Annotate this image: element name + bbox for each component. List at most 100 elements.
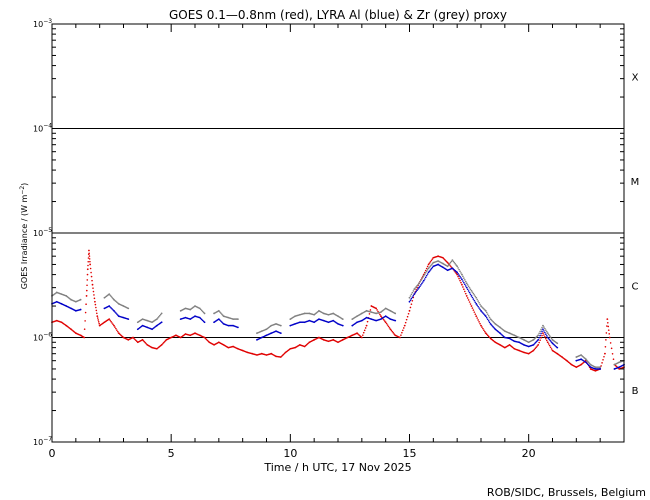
- data-point: [449, 261, 452, 264]
- data-point: [603, 355, 605, 358]
- data-point: [475, 296, 478, 299]
- data-point: [476, 317, 478, 319]
- data-point: [94, 300, 96, 303]
- data-point: [461, 283, 463, 286]
- data-point: [426, 268, 429, 271]
- data-point: [486, 313, 489, 315]
- data-point: [469, 293, 472, 296]
- data-point: [446, 265, 449, 268]
- data-point: [486, 334, 489, 337]
- data-point: [549, 346, 552, 349]
- data-point: [420, 279, 422, 282]
- data-point: [470, 289, 473, 292]
- data-point: [379, 313, 381, 316]
- data-point: [85, 303, 87, 306]
- data-point: [425, 267, 428, 270]
- data-point: [462, 280, 464, 282]
- data-point: [394, 312, 397, 315]
- x-axis-label: Time / h UTC, 17 Nov 2025: [263, 461, 411, 474]
- data-point: [109, 319, 111, 322]
- data-point: [112, 297, 114, 300]
- data-point: [467, 299, 470, 301]
- data-point: [536, 345, 539, 347]
- data-point: [538, 341, 540, 344]
- data-point: [88, 258, 91, 260]
- data-point: [412, 294, 415, 297]
- data-point: [482, 327, 484, 330]
- data-point: [116, 329, 118, 331]
- data-point: [479, 308, 481, 311]
- data-point: [534, 347, 537, 350]
- data-point: [113, 324, 115, 327]
- data-point: [422, 276, 424, 279]
- data-point: [109, 294, 111, 297]
- data-point: [450, 266, 453, 268]
- data-point: [201, 310, 204, 313]
- data-point: [469, 303, 472, 305]
- data-point: [92, 290, 95, 293]
- series-1: [51, 263, 625, 370]
- y-tick-label-base: 10: [33, 438, 43, 447]
- data-point: [486, 318, 489, 321]
- data-point: [456, 271, 459, 274]
- data-point: [468, 291, 471, 294]
- data-point: [472, 298, 475, 300]
- flare-class-label: M: [631, 177, 640, 188]
- data-point: [463, 281, 465, 284]
- data-point: [407, 312, 410, 315]
- data-point: [111, 322, 113, 324]
- data-point: [463, 290, 466, 293]
- data-point: [115, 327, 117, 330]
- data-point: [484, 315, 487, 318]
- data-point: [401, 331, 403, 334]
- data-point: [454, 263, 457, 265]
- data-point: [545, 335, 548, 337]
- y-tick-label-base: 10: [33, 229, 43, 238]
- data-point: [86, 273, 89, 276]
- data-point: [546, 341, 549, 344]
- data-point: [484, 330, 486, 333]
- data-point: [586, 359, 588, 362]
- data-point: [422, 274, 425, 277]
- data-point: [550, 341, 553, 343]
- data-point: [203, 321, 206, 324]
- data-point: [482, 312, 484, 314]
- data-point: [420, 284, 422, 286]
- y-axis-label-exponent: −2: [19, 186, 26, 195]
- data-point: [545, 337, 547, 340]
- data-point: [608, 336, 611, 339]
- data-point: [143, 341, 146, 343]
- data-point: [419, 280, 421, 283]
- data-point: [606, 325, 608, 327]
- data-point: [96, 317, 99, 319]
- data-point: [550, 337, 553, 340]
- data-point: [447, 264, 450, 266]
- data-point: [481, 326, 483, 328]
- data-point: [97, 319, 100, 321]
- data-point: [387, 325, 390, 328]
- data-point: [542, 332, 544, 335]
- data-point: [90, 271, 92, 274]
- data-point: [410, 303, 413, 305]
- data-point: [144, 342, 147, 344]
- data-point: [414, 292, 417, 294]
- data-point: [114, 311, 116, 313]
- data-point: [425, 270, 428, 273]
- data-point: [386, 324, 389, 326]
- data-point: [88, 255, 91, 257]
- data-point: [382, 319, 385, 321]
- data-point: [403, 324, 406, 327]
- data-point: [481, 311, 483, 313]
- data-point: [545, 330, 548, 333]
- data-point: [466, 288, 469, 291]
- data-point: [443, 257, 445, 260]
- y-axis-label: GOES Irradiance / (W m−2): [19, 183, 29, 290]
- data-point: [487, 319, 490, 322]
- data-point: [601, 362, 603, 364]
- data-point: [483, 313, 485, 315]
- data-point: [586, 360, 589, 363]
- data-point: [490, 324, 493, 326]
- y-tick-label-exponent: −5: [43, 227, 52, 234]
- data-point: [452, 260, 455, 263]
- data-point: [475, 315, 478, 318]
